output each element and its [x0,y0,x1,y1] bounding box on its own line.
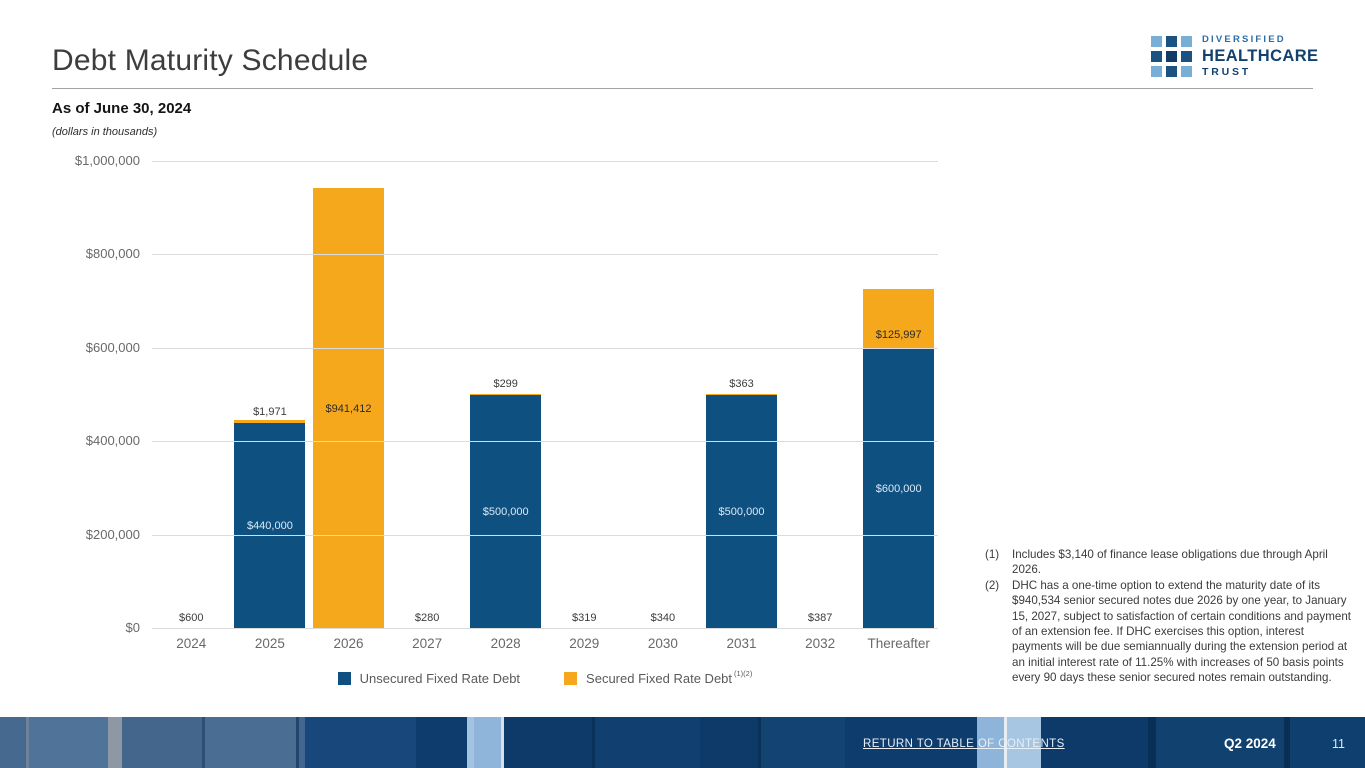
gridline [152,441,938,443]
bar-value-label: $500,000 [482,506,529,519]
logo-grid-icon [1151,36,1192,77]
y-axis-tick-label: $0 [125,620,140,635]
bar-segment-secured [313,188,384,628]
bar-segment-unsecured [470,394,542,628]
legend-footnote-reference: (1)(2) [734,669,753,678]
footnote-item: (2) DHC has a one-time option to extend t… [985,578,1353,686]
logo-line-trust: TRUST [1202,66,1251,78]
gridline [152,347,938,349]
x-axis-tick-label: Thereafter [867,636,930,651]
x-axis-tick-label: 2028 [490,636,521,651]
x-axis-tick-label: 2026 [333,636,364,651]
bar-value-label: $941,412 [325,403,372,416]
page-title: Debt Maturity Schedule [52,44,369,77]
logo-line-healthcare: HEALTHCARE [1202,46,1319,65]
chart-legend: Unsecured Fixed Rate Debt Secured Fixed R… [152,669,938,686]
legend-swatch-icon [337,672,351,685]
y-axis-tick-label: $600,000 [85,339,140,355]
footer-bar [0,717,1365,768]
logo-line-diversified: DIVERSIFIED [1202,34,1286,45]
bar-value-label: $600 [179,611,204,624]
x-axis-tick-label: 2031 [726,636,757,651]
as-of-date: As of June 30, 2024 [52,100,192,117]
footnote-text: DHC has a one-time option to extend the … [1012,578,1352,685]
footnote-text: Includes $3,140 of finance lease obligat… [1012,548,1328,577]
company-logo: DIVERSIFIED HEALTHCARE TRUST [1151,33,1318,78]
bar-segment-secured [234,420,306,423]
x-axis-tick-label: 2024 [176,636,207,651]
gridline [152,161,938,162]
bar-value-label: $1,971 [253,405,287,418]
footnote-marker: (1) [985,548,1000,561]
legend-item: Secured Fixed Rate Debt (1)(2) [564,669,753,686]
footnote-item: (1) Includes $3,140 of finance lease obli… [985,547,1353,578]
logo-text: DIVERSIFIED HEALTHCARE TRUST [1202,33,1318,78]
bar-segment-unsecured [234,422,306,628]
bar-value-label: $319 [572,611,597,624]
chart-plot-area: $600 $440,000 $1,971 $941,412 $280 $500,000 $2… [152,161,938,628]
bar-value-label: $363 [729,378,754,391]
bar-value-label: $125,997 [875,328,922,341]
y-axis-tick-label: $1,000,000 [74,153,140,168]
footer-quarter-label: Q2 2024 [1224,736,1276,751]
y-axis-tick-label: $800,000 [85,246,140,262]
x-axis-tick-label: 2029 [569,636,600,651]
units-note: (dollars in thousands) [52,126,158,138]
title-divider [52,88,1313,89]
x-axis-tick-label: 2030 [647,636,678,651]
bar-segment-unsecured [863,347,935,628]
bar-segment-unsecured [706,394,777,628]
x-axis-tick-label: 2025 [254,636,285,651]
footnote-marker: (2) [985,578,1000,592]
bar-value-label: $600,000 [875,482,922,495]
bar-value-label: $299 [493,378,518,391]
bar-segment-secured [863,288,935,348]
bar-value-label: $340 [650,611,676,624]
legend-label: Unsecured Fixed Rate Debt [359,671,521,686]
gridline [152,534,938,536]
return-to-toc-link[interactable]: RETURN TO TABLE OF CONTENTS [863,738,1065,750]
bar-value-label: $387 [807,611,833,624]
footnotes: (1) Includes $3,140 of finance lease obli… [985,547,1353,686]
x-axis-tick-label: 2027 [412,636,443,651]
bar-value-label: $280 [414,611,440,624]
legend-label: Secured Fixed Rate Debt [586,671,733,686]
y-axis-tick-label: $400,000 [85,433,140,449]
bar-value-label: $500,000 [718,506,765,519]
gridline [152,628,938,629]
legend-swatch-icon [564,672,578,685]
y-axis-tick-label: $200,000 [85,526,140,542]
bar-value-label: $440,000 [246,520,293,533]
footer-page-number: 11 [1332,737,1345,751]
legend-item: Unsecured Fixed Rate Debt [337,671,521,686]
x-axis-tick-label: 2032 [805,636,836,651]
gridline [152,254,938,256]
